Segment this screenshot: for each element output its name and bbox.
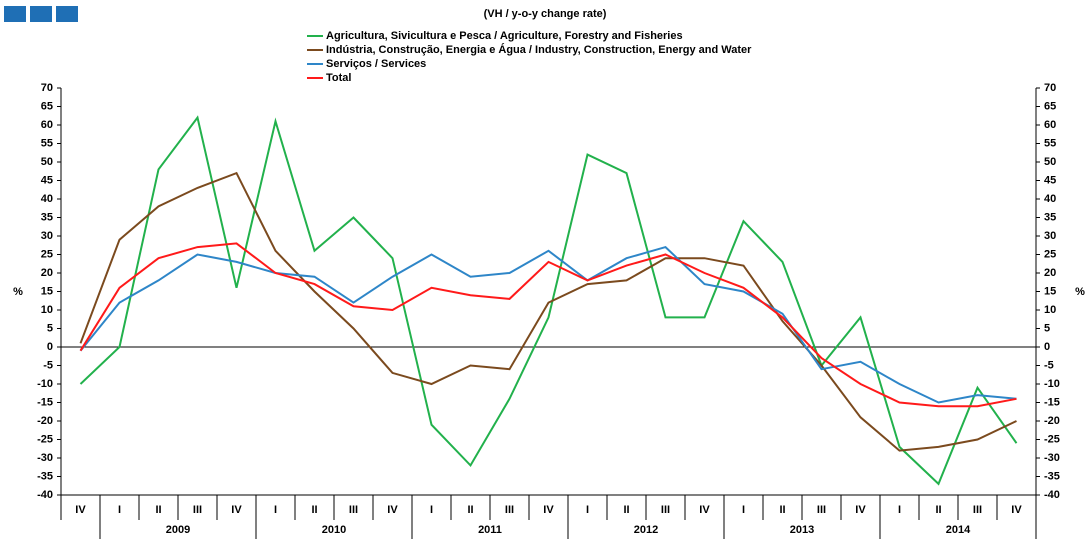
y2-tick-label: 25 <box>1044 248 1056 260</box>
logo-block <box>30 6 52 22</box>
year-label: 2013 <box>790 524 814 536</box>
y-tick-label: 35 <box>41 211 53 223</box>
x-tick-label: II <box>779 504 785 516</box>
x-tick-label: IV <box>543 504 554 516</box>
y2-tick-label: 35 <box>1044 211 1056 223</box>
legend-label: Indústria, Construção, Energia e Água / … <box>326 43 752 56</box>
y2-tick-label: -20 <box>1044 415 1060 427</box>
y-tick-label: -20 <box>37 415 53 427</box>
x-tick-label: I <box>430 504 433 516</box>
legend-label: Serviços / Services <box>326 58 426 70</box>
x-tick-label: IV <box>75 504 86 516</box>
series-line <box>79 242 1017 408</box>
y2-tick-label: 50 <box>1044 156 1056 168</box>
y2-tick-label: -25 <box>1044 433 1060 445</box>
y-tick-label: -10 <box>37 378 53 390</box>
y2-tick-label: 5 <box>1044 322 1050 334</box>
y2-tick-label: 0 <box>1044 341 1050 353</box>
y2-tick-label: 70 <box>1044 82 1056 94</box>
y-tick-label: 25 <box>41 248 53 260</box>
chart-subtitle: (VH / y-o-y change rate) <box>484 8 607 20</box>
year-label: 2010 <box>322 524 346 536</box>
x-tick-label: IV <box>855 504 866 516</box>
x-tick-label: I <box>898 504 901 516</box>
y2-tick-label: -40 <box>1044 489 1060 501</box>
y-tick-label: 60 <box>41 119 53 131</box>
y2-axis-label: % <box>1075 286 1085 298</box>
x-tick-label: IV <box>231 504 242 516</box>
x-tick-label: IV <box>387 504 398 516</box>
y-tick-label: 20 <box>41 267 53 279</box>
y-tick-label: 40 <box>41 193 53 205</box>
y-tick-label: 5 <box>47 322 53 334</box>
x-tick-label: III <box>817 504 826 516</box>
y-tick-label: -30 <box>37 452 53 464</box>
y-tick-label: -40 <box>37 489 53 501</box>
year-label: 2014 <box>946 524 971 536</box>
x-tick-label: I <box>586 504 589 516</box>
y2-tick-label: 60 <box>1044 119 1056 131</box>
year-label: 2009 <box>166 524 190 536</box>
y2-tick-label: 65 <box>1044 100 1056 112</box>
y2-tick-label: 30 <box>1044 230 1056 242</box>
y2-tick-label: 10 <box>1044 304 1056 316</box>
logo-block <box>56 6 78 22</box>
y2-tick-label: 15 <box>1044 285 1056 297</box>
y-tick-label: 55 <box>41 137 53 149</box>
series-line <box>79 245 1017 404</box>
x-tick-label: II <box>623 504 629 516</box>
y-tick-label: 15 <box>41 285 53 297</box>
year-label: 2011 <box>478 524 502 536</box>
year-label: 2012 <box>634 524 658 536</box>
y-tick-label: -5 <box>43 359 53 371</box>
x-tick-label: II <box>311 504 317 516</box>
x-tick-label: II <box>467 504 473 516</box>
y-tick-label: 70 <box>41 82 53 94</box>
x-tick-label: III <box>973 504 982 516</box>
y2-tick-label: 40 <box>1044 193 1056 205</box>
x-tick-label: II <box>155 504 161 516</box>
y2-tick-label: -35 <box>1044 470 1060 482</box>
y-tick-label: -15 <box>37 396 53 408</box>
legend-label: Agricultura, Sivicultura e Pesca / Agric… <box>326 30 683 42</box>
y2-tick-label: 55 <box>1044 137 1056 149</box>
y2-tick-label: 45 <box>1044 174 1056 186</box>
y-tick-label: -35 <box>37 470 53 482</box>
y-tick-label: -25 <box>37 433 53 445</box>
x-tick-label: I <box>118 504 121 516</box>
x-tick-label: IV <box>699 504 710 516</box>
x-tick-label: IV <box>1011 504 1022 516</box>
x-tick-label: III <box>505 504 514 516</box>
y-tick-label: 65 <box>41 100 53 112</box>
y2-tick-label: -15 <box>1044 396 1060 408</box>
x-tick-label: II <box>935 504 941 516</box>
y2-tick-label: -30 <box>1044 452 1060 464</box>
y-tick-label: 0 <box>47 341 53 353</box>
y2-tick-label: -5 <box>1044 359 1054 371</box>
x-tick-label: I <box>742 504 745 516</box>
x-tick-label: I <box>274 504 277 516</box>
y-tick-label: 30 <box>41 230 53 242</box>
y2-tick-label: -10 <box>1044 378 1060 390</box>
x-tick-label: III <box>349 504 358 516</box>
y-tick-label: 45 <box>41 174 53 186</box>
y-tick-label: 10 <box>41 304 53 316</box>
x-tick-label: III <box>193 504 202 516</box>
logo-block <box>4 6 26 22</box>
legend-label: Total <box>326 72 351 84</box>
series-line <box>79 171 1017 452</box>
x-tick-label: III <box>661 504 670 516</box>
y-axis-label: % <box>13 286 23 298</box>
y2-tick-label: 20 <box>1044 267 1056 279</box>
y-tick-label: 50 <box>41 156 53 168</box>
series-line <box>79 115 1018 486</box>
